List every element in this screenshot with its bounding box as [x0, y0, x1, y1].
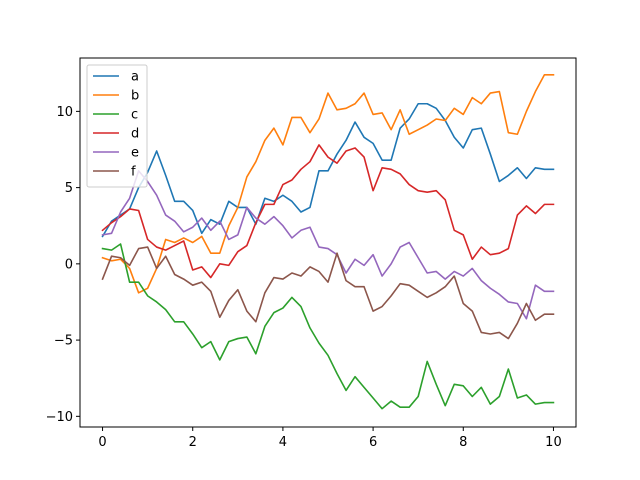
y-tick-label: −5 — [54, 334, 73, 349]
series-line-b — [101, 73, 555, 294]
y-axis: −10 −5 0 5 10 — [46, 105, 80, 425]
series-line-c — [101, 243, 555, 410]
legend-label-e: e — [131, 146, 139, 161]
plot-frame — [79, 57, 577, 428]
x-tick-label: 2 — [189, 435, 197, 450]
x-tick-label: 8 — [459, 435, 467, 450]
y-tick-label: 0 — [65, 257, 73, 272]
x-tick-label: 4 — [279, 435, 287, 450]
x-axis: 0 2 4 6 8 10 — [98, 427, 562, 450]
y-tick-label: −10 — [46, 410, 73, 425]
legend-label-f: f — [131, 165, 136, 180]
x-tick-label: 0 — [98, 435, 106, 450]
legend-label-a: a — [131, 70, 139, 85]
series-line-a — [101, 102, 555, 238]
legend-label-d: d — [131, 127, 139, 142]
legend-label-c: c — [131, 108, 138, 123]
series-line-f — [101, 246, 555, 340]
legend-label-b: b — [131, 89, 139, 104]
series-line-d — [101, 144, 555, 279]
y-tick-label: 5 — [65, 181, 73, 196]
x-tick-label: 10 — [545, 435, 562, 450]
y-tick-label: 10 — [56, 105, 73, 120]
series-line-e — [101, 170, 555, 320]
plot-background — [80, 58, 576, 427]
x-tick-label: 6 — [369, 435, 377, 450]
series-layer — [101, 73, 555, 410]
